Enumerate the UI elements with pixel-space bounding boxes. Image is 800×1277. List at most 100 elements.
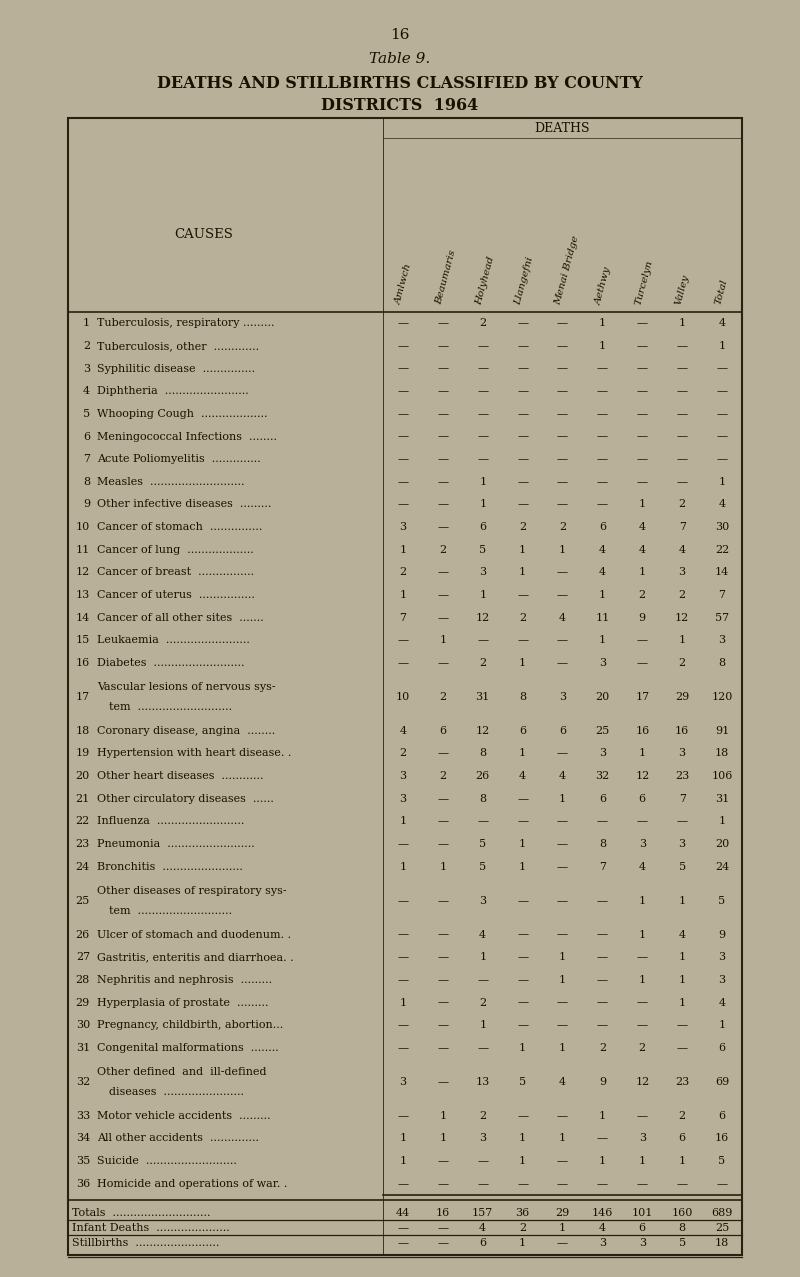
Text: —: — — [557, 1111, 568, 1121]
Text: Holyhead: Holyhead — [474, 255, 496, 306]
Text: 1: 1 — [599, 341, 606, 351]
Text: 8: 8 — [718, 658, 726, 668]
Text: —: — — [677, 364, 688, 374]
Text: 2: 2 — [83, 341, 90, 351]
Text: 2: 2 — [399, 567, 406, 577]
Text: —: — — [597, 1134, 608, 1143]
Text: 91: 91 — [715, 725, 729, 736]
Text: Cancer of breast  ................: Cancer of breast ................ — [97, 567, 254, 577]
Text: —: — — [637, 364, 648, 374]
Text: —: — — [438, 318, 448, 328]
Text: 35: 35 — [76, 1156, 90, 1166]
Text: —: — — [557, 590, 568, 600]
Text: 4: 4 — [718, 318, 726, 328]
Text: 1: 1 — [399, 590, 406, 600]
Text: 6: 6 — [479, 522, 486, 533]
Text: —: — — [637, 816, 648, 826]
Text: 16: 16 — [76, 658, 90, 668]
Text: 18: 18 — [715, 1237, 729, 1248]
Text: —: — — [677, 455, 688, 464]
Text: 1: 1 — [559, 953, 566, 963]
Text: 1: 1 — [638, 895, 646, 905]
Text: 1: 1 — [519, 862, 526, 872]
Text: Beaumaris: Beaumaris — [434, 249, 458, 306]
Text: tem  ...........................: tem ........................... — [109, 905, 232, 916]
Text: 15: 15 — [76, 635, 90, 645]
Text: —: — — [557, 1179, 568, 1189]
Text: 3: 3 — [638, 1237, 646, 1248]
Text: —: — — [637, 432, 648, 442]
Text: 1: 1 — [678, 895, 686, 905]
Text: 57: 57 — [715, 613, 729, 623]
Text: 2: 2 — [479, 997, 486, 1008]
Text: 3: 3 — [83, 364, 90, 374]
Text: 1: 1 — [519, 545, 526, 554]
Text: —: — — [438, 1237, 448, 1248]
Text: 5: 5 — [479, 839, 486, 849]
Text: —: — — [477, 1043, 488, 1052]
Text: 1: 1 — [678, 318, 686, 328]
Text: —: — — [517, 997, 528, 1008]
Text: 101: 101 — [631, 1208, 653, 1218]
Text: 1: 1 — [439, 1111, 446, 1121]
Text: 1: 1 — [479, 476, 486, 487]
Text: 11: 11 — [76, 545, 90, 554]
Text: —: — — [517, 476, 528, 487]
Text: —: — — [517, 1179, 528, 1189]
Text: 1: 1 — [678, 997, 686, 1008]
Text: 31: 31 — [76, 1043, 90, 1052]
Text: 8: 8 — [599, 839, 606, 849]
Text: Bronchitis  .......................: Bronchitis ....................... — [97, 862, 243, 872]
Text: —: — — [438, 522, 448, 533]
Text: —: — — [517, 499, 528, 510]
Text: 1: 1 — [519, 567, 526, 577]
Text: 1: 1 — [399, 862, 406, 872]
Text: —: — — [517, 364, 528, 374]
Text: 1: 1 — [599, 590, 606, 600]
Text: 26: 26 — [475, 771, 490, 782]
Text: —: — — [438, 409, 448, 419]
Text: 1: 1 — [559, 1134, 566, 1143]
Text: 2: 2 — [678, 499, 686, 510]
Text: —: — — [438, 1020, 448, 1031]
Text: —: — — [717, 386, 728, 396]
Text: Aethwy: Aethwy — [594, 266, 613, 306]
Text: 16: 16 — [436, 1208, 450, 1218]
Text: 1: 1 — [479, 1020, 486, 1031]
Text: —: — — [438, 567, 448, 577]
Text: 4: 4 — [559, 1077, 566, 1087]
Text: All other accidents  ..............: All other accidents .............. — [97, 1134, 259, 1143]
Text: 9: 9 — [718, 930, 726, 940]
Text: —: — — [398, 318, 409, 328]
Text: 8: 8 — [479, 794, 486, 803]
Text: 1: 1 — [83, 318, 90, 328]
Text: 4: 4 — [599, 567, 606, 577]
Text: —: — — [517, 1111, 528, 1121]
Text: —: — — [398, 1043, 409, 1052]
Text: 7: 7 — [599, 862, 606, 872]
Text: Valley: Valley — [674, 273, 690, 306]
Text: —: — — [398, 635, 409, 645]
Text: —: — — [477, 974, 488, 985]
Text: —: — — [557, 997, 568, 1008]
Text: —: — — [438, 613, 448, 623]
Text: —: — — [398, 839, 409, 849]
Text: —: — — [557, 895, 568, 905]
Text: —: — — [398, 432, 409, 442]
Text: —: — — [677, 476, 688, 487]
Text: 2: 2 — [399, 748, 406, 759]
Text: 5: 5 — [678, 862, 686, 872]
Text: 1: 1 — [599, 1156, 606, 1166]
Text: 1: 1 — [399, 816, 406, 826]
Text: —: — — [597, 1179, 608, 1189]
Text: 689: 689 — [711, 1208, 733, 1218]
Text: —: — — [637, 658, 648, 668]
Text: —: — — [597, 997, 608, 1008]
Text: 3: 3 — [718, 953, 726, 963]
Text: —: — — [398, 1237, 409, 1248]
Text: 4: 4 — [519, 771, 526, 782]
Text: Cancer of uterus  ................: Cancer of uterus ................ — [97, 590, 255, 600]
Text: 16: 16 — [675, 725, 690, 736]
Text: Acute Poliomyelitis  ..............: Acute Poliomyelitis .............. — [97, 455, 261, 464]
Text: 25: 25 — [76, 895, 90, 905]
